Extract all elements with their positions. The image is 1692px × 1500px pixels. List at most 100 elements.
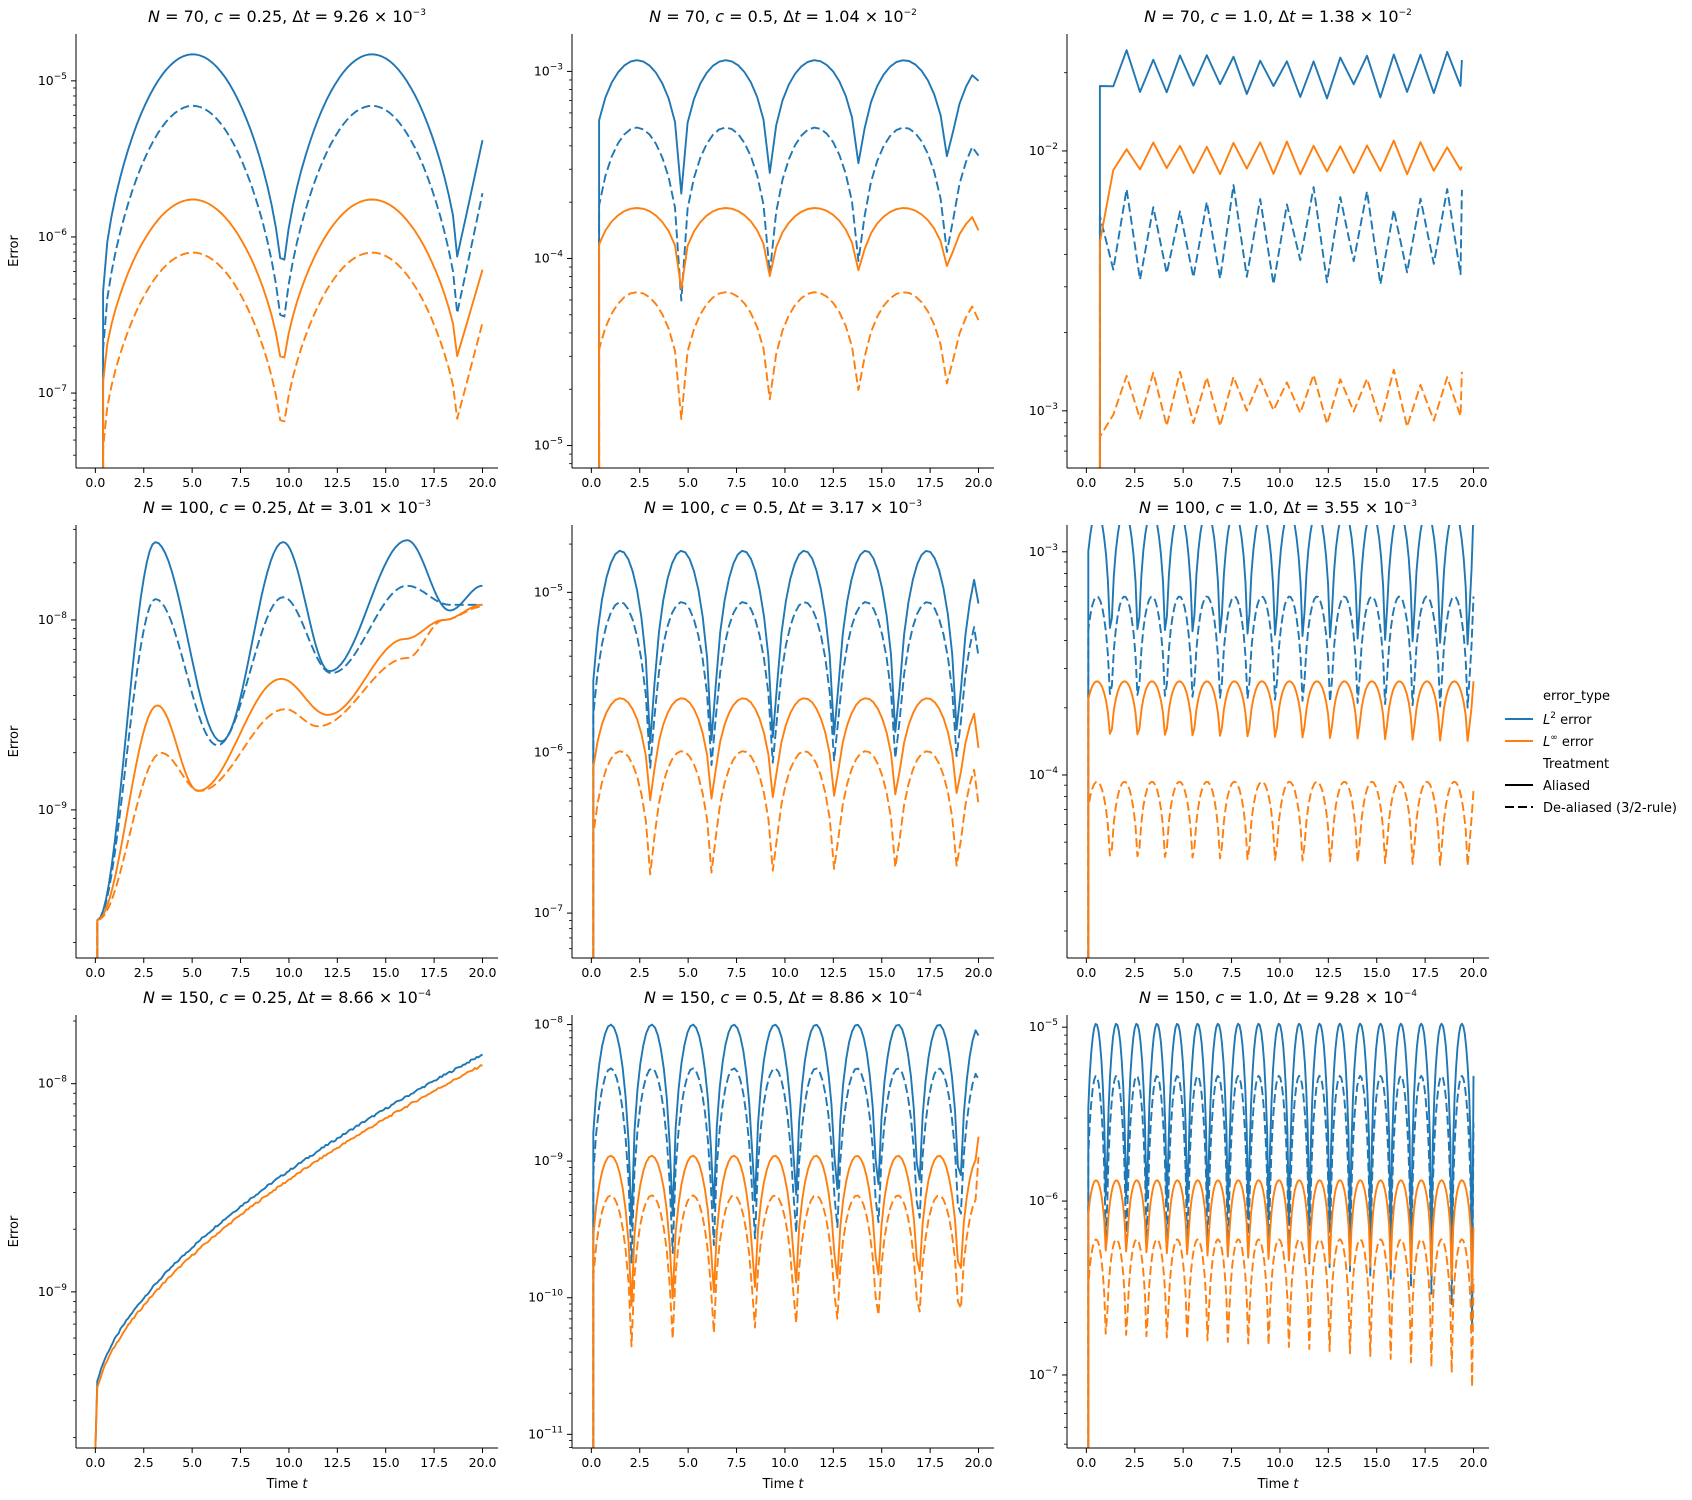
x-tick-label: 2.5 (630, 965, 650, 980)
x-tick-label: 10.0 (771, 1455, 799, 1470)
y-tick-label: 10−6 (534, 744, 563, 760)
y-axis-label: Error (7, 1215, 22, 1247)
series-group (1087, 1022, 1475, 1448)
series-line-l2-dealiased (1087, 1074, 1475, 1448)
legend-style-title: Treatment (1542, 757, 1609, 772)
x-tick-label: 15.0 (372, 965, 400, 980)
series-line-l2-aliased (1098, 49, 1463, 468)
y-tick-label: 10−3 (534, 62, 563, 78)
series-line-linf-aliased (1087, 680, 1475, 958)
y-tick-label: 10−5 (38, 72, 67, 88)
series-group (592, 549, 980, 958)
series-line-l2-aliased (1087, 1022, 1475, 1448)
series-line-linf-aliased (94, 1064, 483, 1448)
x-tick-label: 12.5 (1314, 965, 1342, 980)
series-line-l2-dealiased (598, 126, 980, 468)
x-tick-label: 7.5 (1222, 1455, 1242, 1470)
y-tick-label: 10−6 (38, 228, 67, 244)
y-tick-label: 10−3 (1029, 402, 1058, 418)
x-tick-label: 12.5 (323, 1455, 351, 1470)
series-line-linf-dealiased (1087, 780, 1475, 958)
series-line-linf-aliased (1087, 1179, 1475, 1448)
subplot-4: 0.0 2.5 5.0 7.5 10.0 12.5 15.0 17.5 20.0 10−9 10−8… (7, 498, 498, 980)
x-axis-label: Time t (1256, 1477, 1299, 1492)
series-group (1087, 525, 1475, 958)
series-group (592, 1023, 980, 1448)
y-tick-label: 10−5 (534, 583, 563, 599)
x-tick-label: 7.5 (727, 475, 747, 490)
subplot-title: N = 70, c = 1.0, Δt = 1.38 × 10−2 (1144, 7, 1412, 26)
y-tick-label: 10−7 (38, 384, 67, 400)
series-line-linf-dealiased (592, 750, 980, 958)
y-tick-label: 10−8 (38, 611, 67, 627)
x-tick-label: 17.5 (916, 1455, 944, 1470)
x-tick-label: 2.5 (1125, 475, 1145, 490)
x-tick-label: 15.0 (868, 1455, 896, 1470)
x-tick-label: 7.5 (231, 1455, 251, 1470)
series-line-l2-dealiased (1087, 595, 1475, 958)
x-tick-label: 2.5 (630, 1455, 650, 1470)
x-tick-label: 5.0 (182, 475, 202, 490)
series-group (96, 539, 483, 958)
x-tick-label: 15.0 (1363, 965, 1391, 980)
subplot-8: 0.0 2.5 5.0 7.5 10.0 12.5 15.0 17.5 20.0 10−11 10−… (528, 988, 994, 1492)
x-tick-label: 2.5 (134, 1455, 154, 1470)
series-line-l2-dealiased (102, 104, 484, 468)
x-tick-label: 17.5 (420, 965, 448, 980)
x-tick-label: 15.0 (868, 475, 896, 490)
series-line-linf-dealiased (592, 1157, 980, 1448)
series-group (598, 59, 980, 468)
x-tick-label: 0.0 (1076, 475, 1096, 490)
y-tick-label: 10−9 (534, 1152, 563, 1168)
subplot-title: N = 100, c = 1.0, Δt = 3.55 × 10−3 (1139, 498, 1417, 517)
x-tick-label: 12.5 (323, 475, 351, 490)
x-tick-label: 0.0 (581, 965, 601, 980)
x-tick-label: 12.5 (819, 1455, 847, 1470)
subplot-title: N = 70, c = 0.25, Δt = 9.26 × 10−3 (148, 7, 426, 26)
series-group (102, 53, 484, 468)
x-tick-label: 5.0 (1173, 965, 1193, 980)
subplot-1: 0.0 2.5 5.0 7.5 10.0 12.5 15.0 17.5 20.0 10−7 10−6… (7, 7, 498, 490)
series-group (1098, 49, 1463, 468)
y-tick-label: 10−8 (38, 1075, 67, 1091)
y-tick-label: 10−10 (528, 1289, 563, 1305)
series-line-l2-aliased (592, 549, 980, 958)
x-tick-label: 7.5 (1222, 965, 1242, 980)
x-tick-label: 12.5 (1314, 475, 1342, 490)
x-tick-label: 7.5 (231, 965, 251, 980)
x-tick-label: 20.0 (1460, 965, 1488, 980)
y-tick-label: 10−7 (534, 904, 563, 920)
x-tick-label: 7.5 (1222, 475, 1242, 490)
x-tick-label: 5.0 (678, 1455, 698, 1470)
x-tick-label: 17.5 (916, 475, 944, 490)
series-line-linf-aliased (1098, 139, 1463, 468)
subplot-5: 0.0 2.5 5.0 7.5 10.0 12.5 15.0 17.5 20.0 10−7 10−6… (534, 498, 994, 980)
x-tick-label: 5.0 (182, 1455, 202, 1470)
x-tick-label: 10.0 (275, 475, 303, 490)
x-tick-label: 20.0 (1460, 1455, 1488, 1470)
subplot-title: N = 150, c = 0.5, Δt = 8.86 × 10−4 (644, 988, 922, 1007)
subplot-title: N = 150, c = 0.25, Δt = 8.66 × 10−4 (143, 988, 431, 1007)
series-line-l2-aliased (94, 1053, 484, 1448)
x-tick-label: 12.5 (323, 965, 351, 980)
x-tick-label: 15.0 (372, 1455, 400, 1470)
x-tick-label: 7.5 (727, 1455, 747, 1470)
series-line-linf-dealiased (96, 605, 483, 958)
legend-entry: Aliased (1543, 779, 1590, 794)
x-tick-label: 10.0 (771, 965, 799, 980)
x-tick-label: 7.5 (727, 965, 747, 980)
series-line-linf-aliased (102, 198, 484, 468)
series-line-linf-dealiased (1087, 1238, 1475, 1448)
series-line-linf-dealiased (1098, 368, 1463, 468)
x-tick-label: 5.0 (678, 475, 698, 490)
y-tick-label: 10−9 (38, 801, 67, 817)
x-tick-label: 12.5 (819, 475, 847, 490)
series-line-l2-aliased (598, 59, 980, 468)
x-tick-label: 20.0 (965, 965, 993, 980)
series-line-l2-dealiased (592, 601, 980, 958)
x-tick-label: 15.0 (1363, 1455, 1391, 1470)
x-tick-label: 2.5 (134, 965, 154, 980)
series-line-linf-aliased (96, 603, 483, 958)
x-tick-label: 17.5 (1411, 965, 1439, 980)
x-tick-label: 0.0 (581, 1455, 601, 1470)
